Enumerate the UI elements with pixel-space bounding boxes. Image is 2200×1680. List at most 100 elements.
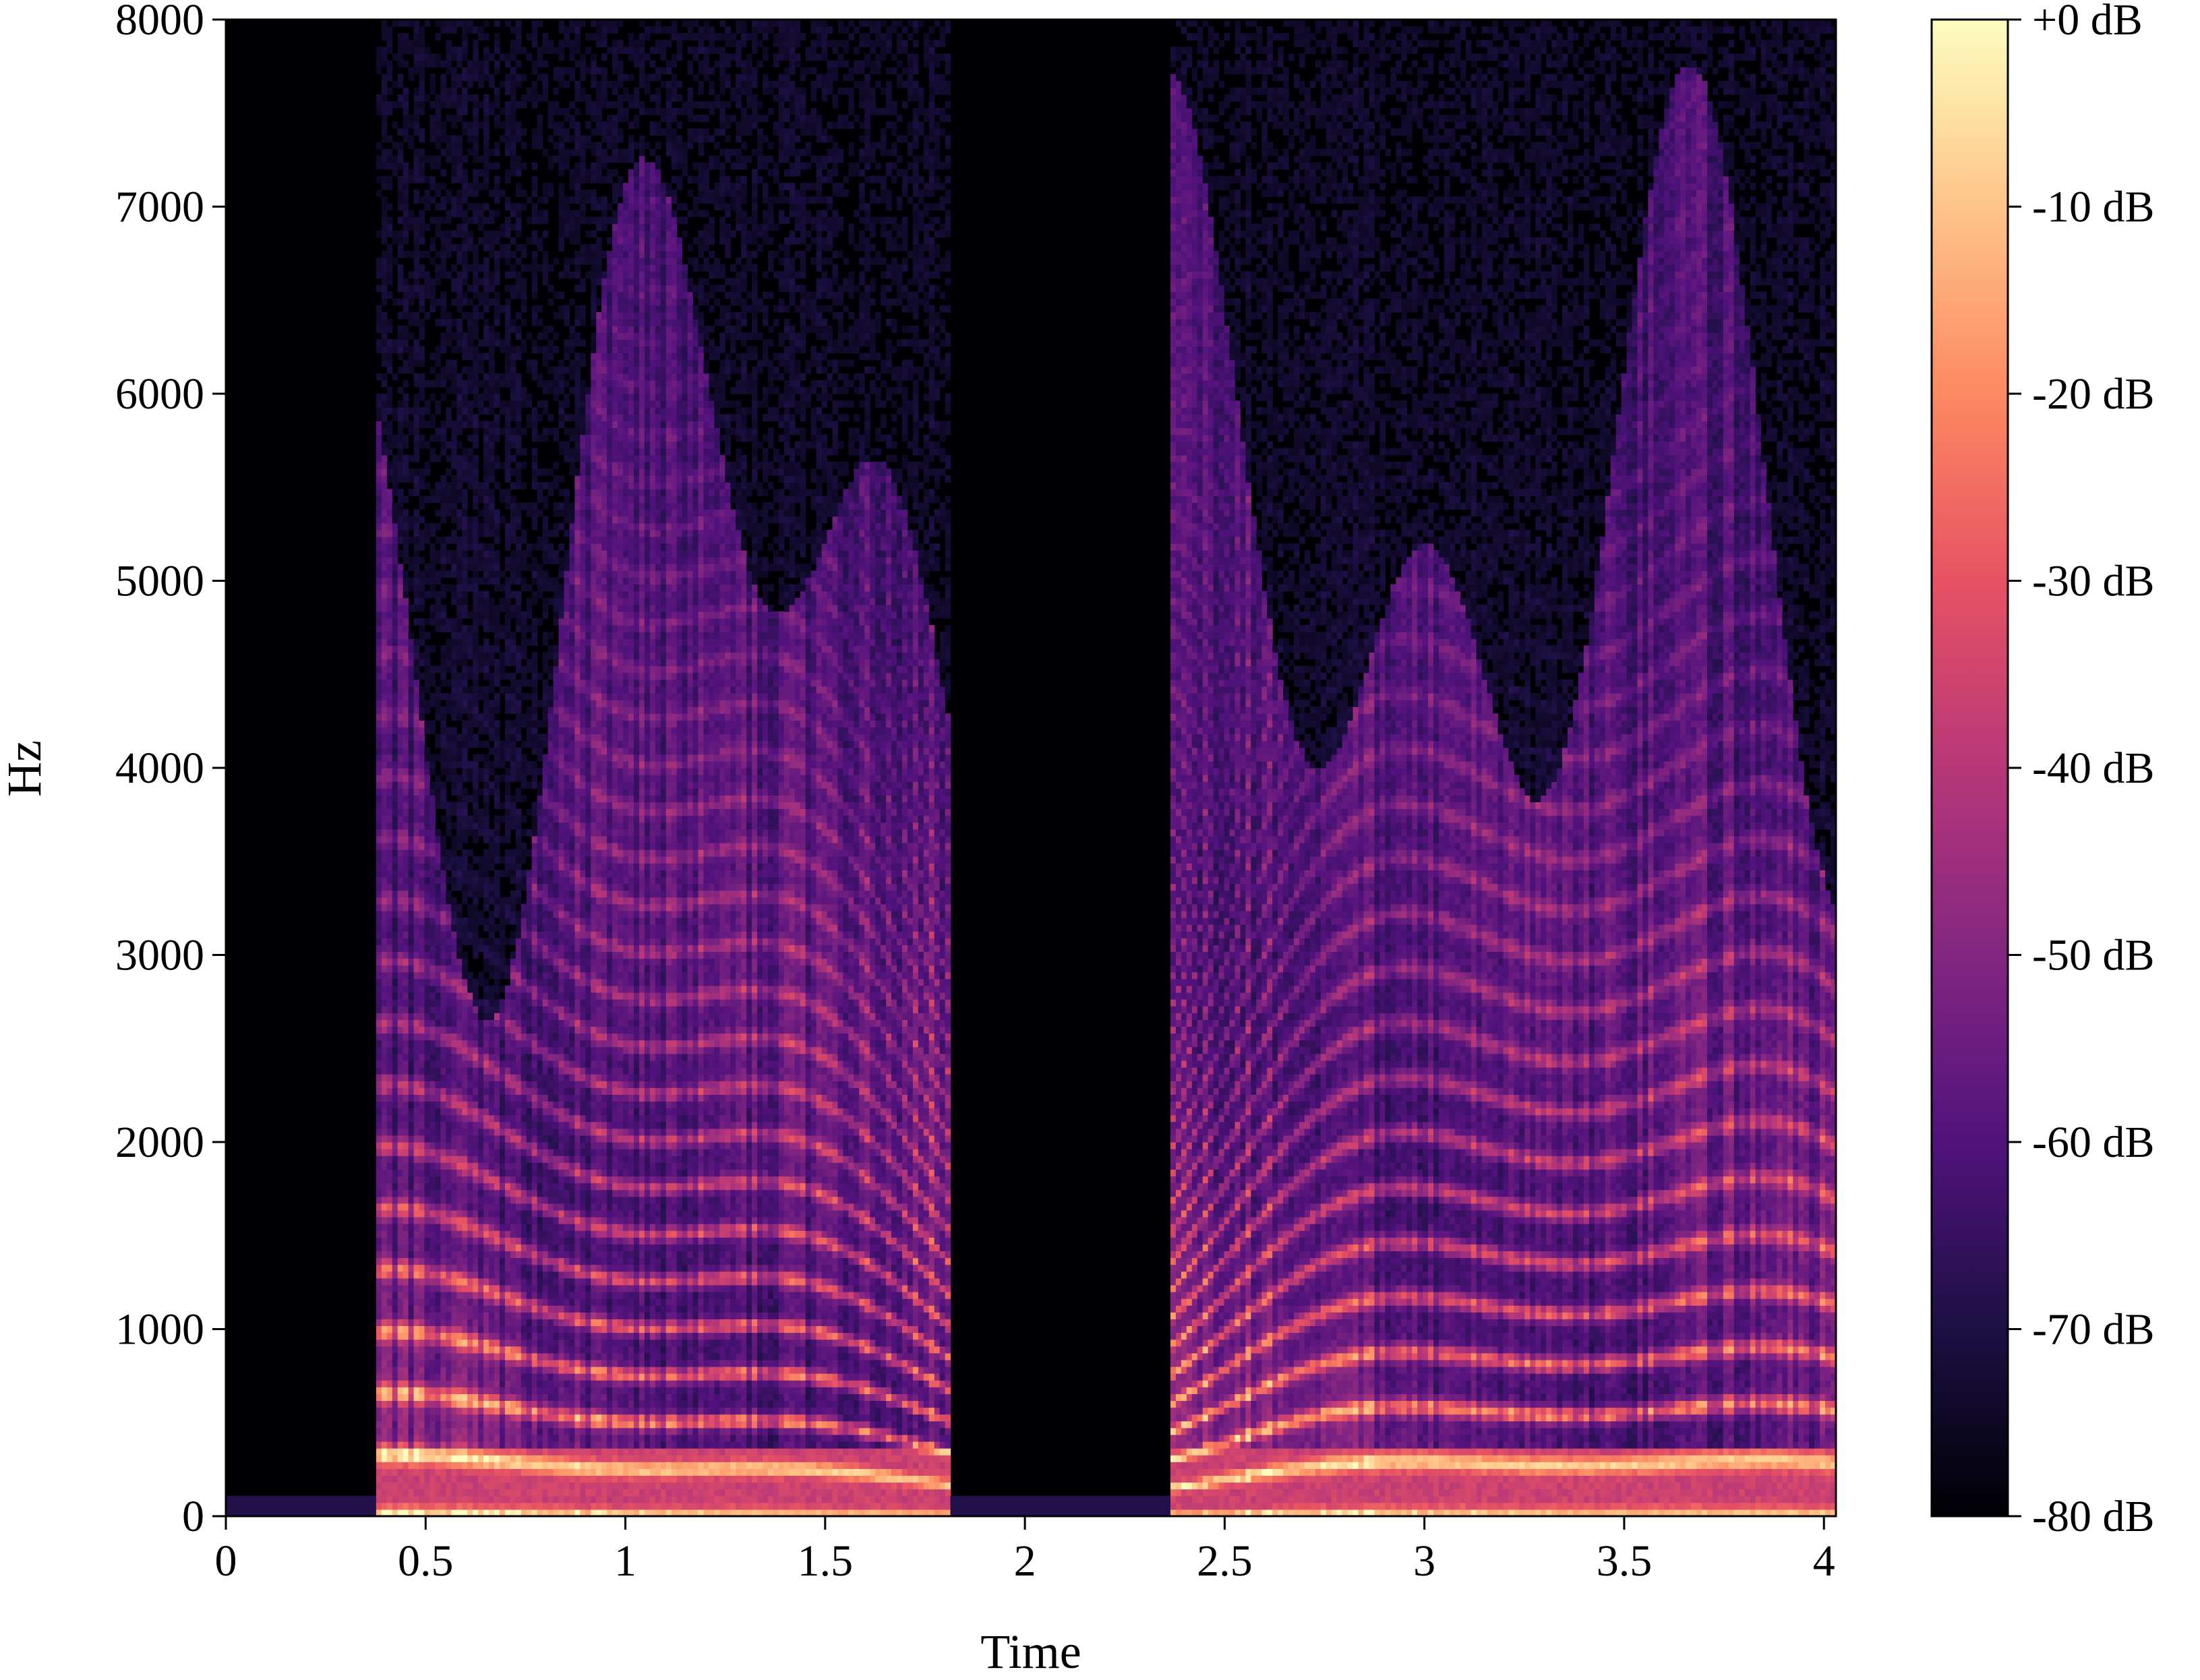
heatmap-cell: [403, 210, 409, 218]
heatmap-cell: [515, 1087, 522, 1095]
heatmap-cell: [381, 1502, 388, 1510]
heatmap-cell: [499, 1427, 506, 1435]
heatmap-cell: [419, 94, 425, 102]
heatmap-cell: [515, 1244, 522, 1252]
heatmap-cell: [462, 727, 468, 735]
heatmap-cell: [397, 713, 404, 721]
heatmap-cell: [413, 971, 420, 980]
heatmap-cell: [473, 1169, 479, 1177]
heatmap-cell: [504, 618, 511, 626]
heatmap-cell: [446, 1278, 452, 1286]
heatmap-cell: [499, 1393, 506, 1402]
heatmap-cell: [419, 802, 425, 810]
heatmap-cell: [494, 148, 500, 156]
heatmap-cell: [494, 278, 500, 286]
heatmap-cell: [429, 529, 436, 537]
heatmap-cell: [413, 564, 420, 571]
heatmap-cell: [397, 94, 404, 102]
heatmap-cell: [446, 944, 452, 953]
heatmap-cell: [381, 1149, 388, 1156]
heatmap-cell: [510, 1149, 516, 1156]
heatmap-cell: [386, 67, 393, 75]
heatmap-cell: [397, 73, 404, 82]
heatmap-cell: [456, 1230, 463, 1238]
heatmap-cell: [386, 1081, 393, 1088]
heatmap-cell: [413, 1156, 420, 1163]
heatmap-cell: [489, 910, 495, 918]
heatmap-cell: [483, 237, 489, 245]
heatmap-cell: [413, 897, 420, 905]
heatmap-cell: [376, 747, 382, 755]
heatmap-cell: [446, 1040, 452, 1048]
heatmap-cell: [456, 1509, 463, 1517]
heatmap-cell: [451, 700, 457, 707]
heatmap-cell: [456, 1367, 463, 1374]
heatmap-cell: [478, 740, 484, 748]
heatmap-cell: [403, 1230, 409, 1238]
heatmap-cell: [467, 1332, 473, 1340]
heatmap-cell: [451, 1108, 457, 1116]
heatmap-cell: [462, 1209, 468, 1218]
heatmap-cell: [376, 720, 382, 728]
heatmap-cell: [424, 1414, 431, 1422]
heatmap-cell: [494, 1026, 500, 1034]
heatmap-cell: [467, 645, 473, 653]
heatmap-cell: [392, 550, 398, 558]
heatmap-cell: [456, 101, 463, 109]
heatmap-cell: [440, 94, 446, 102]
heatmap-cell: [489, 1087, 495, 1095]
heatmap-cell: [408, 284, 415, 293]
heatmap-cell: [435, 924, 441, 932]
heatmap-cell: [419, 1482, 425, 1490]
heatmap-cell: [397, 298, 404, 306]
heatmap-cell: [451, 918, 457, 925]
heatmap-cell: [510, 1074, 516, 1081]
heatmap-cell: [403, 679, 409, 687]
heatmap-cell: [489, 1305, 495, 1313]
heatmap-cell: [473, 47, 479, 55]
heatmap-cell: [467, 870, 473, 878]
heatmap-cell: [397, 1251, 404, 1259]
heatmap-cell: [397, 441, 404, 449]
heatmap-cell: [510, 1230, 516, 1238]
heatmap-cell: [397, 1427, 404, 1435]
heatmap-cell: [403, 1040, 409, 1048]
heatmap-cell: [510, 1380, 516, 1387]
heatmap-cell: [462, 897, 468, 905]
heatmap-cell: [494, 1013, 500, 1020]
heatmap-cell: [489, 1407, 495, 1415]
heatmap-cell: [499, 754, 506, 762]
heatmap-cell: [376, 985, 382, 993]
heatmap-cell: [456, 863, 463, 870]
heatmap-cell: [429, 1427, 436, 1435]
heatmap-cell: [451, 747, 457, 755]
heatmap-cell: [236, 1495, 243, 1503]
heatmap-cell: [386, 727, 393, 735]
heatmap-cell: [440, 1128, 446, 1136]
heatmap-cell: [440, 1244, 446, 1252]
heatmap-cell: [456, 1312, 463, 1319]
heatmap-cell: [429, 1114, 436, 1122]
heatmap-cell: [381, 176, 388, 183]
heatmap-cell: [499, 1013, 506, 1020]
heatmap-cell: [451, 1013, 457, 1020]
heatmap-cell: [419, 1053, 425, 1061]
heatmap-cell: [408, 366, 415, 374]
heatmap-cell: [413, 693, 420, 700]
heatmap-cell: [403, 278, 409, 286]
heatmap-cell: [435, 1108, 441, 1116]
heatmap-cell: [440, 652, 446, 660]
heatmap-cell: [499, 1475, 506, 1483]
heatmap-cell: [515, 727, 522, 735]
heatmap-cell: [494, 20, 500, 27]
heatmap-cell: [446, 1312, 452, 1319]
heatmap-cell: [483, 713, 489, 721]
heatmap-cell: [408, 1332, 415, 1340]
heatmap-cell: [489, 1332, 495, 1340]
heatmap-cell: [376, 400, 382, 408]
heatmap-cell: [510, 1387, 516, 1394]
heatmap-cell: [392, 1489, 398, 1497]
heatmap-cell: [446, 441, 452, 449]
heatmap-cell: [435, 1468, 441, 1476]
heatmap-cell: [397, 1114, 404, 1122]
